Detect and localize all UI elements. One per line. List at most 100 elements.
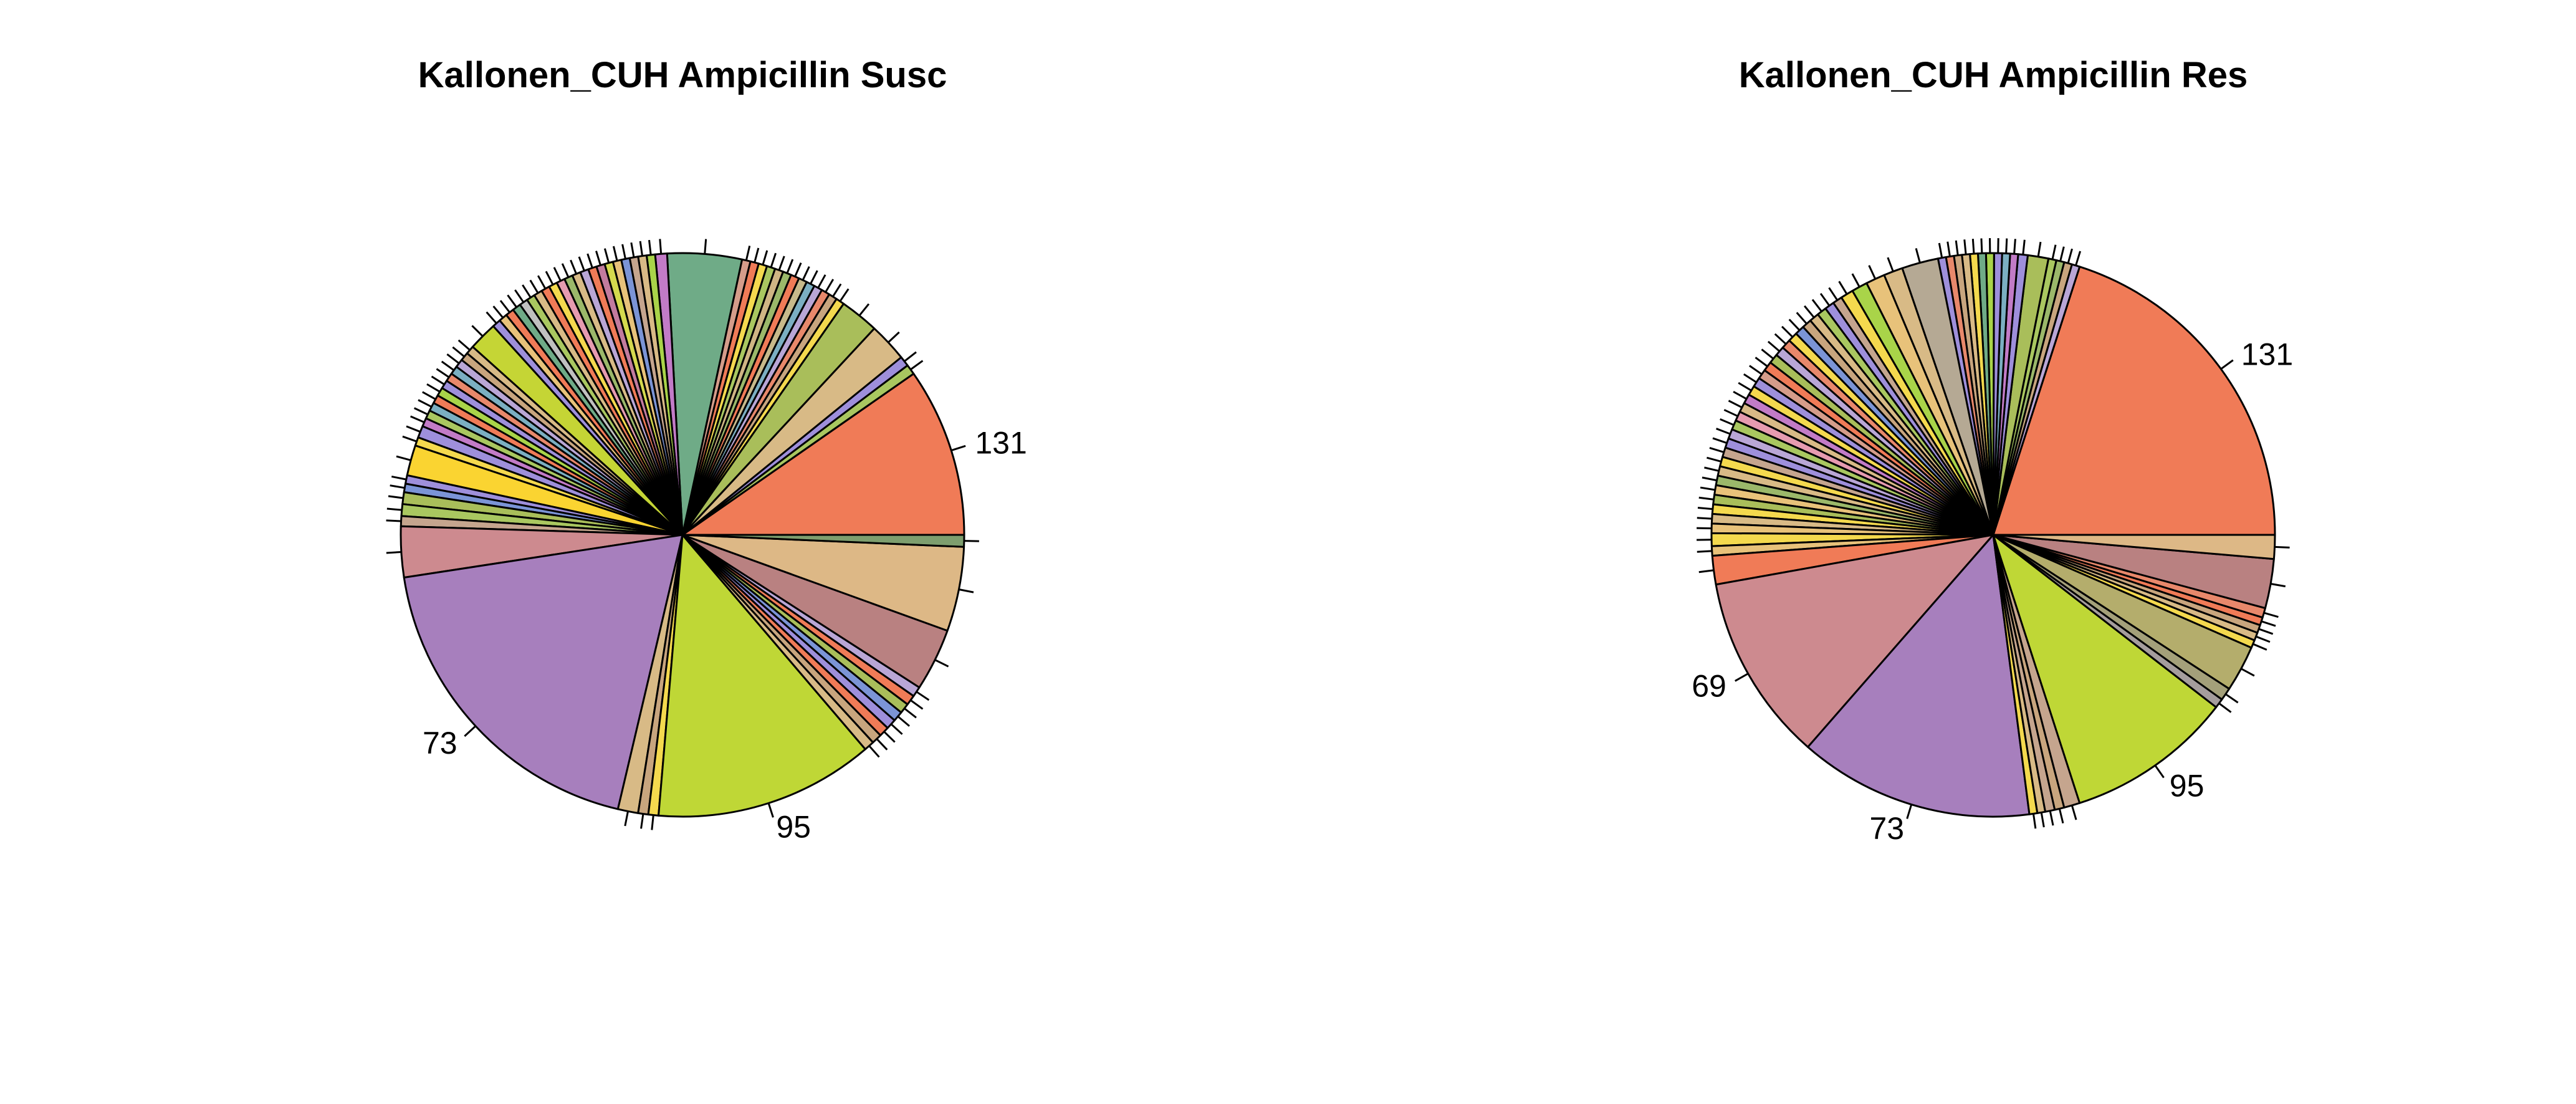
slice-tick [904,708,917,719]
slice-tick [810,270,818,285]
slice-tick [639,241,644,256]
slice-tick [561,263,570,278]
slice-tick [839,288,850,302]
slice-tick [422,391,436,400]
slice-tick [406,425,421,433]
slice-tick [890,723,903,735]
slice-tick [1828,287,1839,301]
slice-label: 95 [2170,769,2205,804]
slice-tick [2067,248,2073,264]
slice-tick [704,239,707,254]
slice-tick [745,246,751,261]
slice-tick [486,311,497,324]
slice-tick [537,275,547,289]
slice-tick [612,246,618,261]
slice-tick [2051,244,2057,260]
slice-tick [1735,673,1749,682]
slice-tick [1755,357,1768,367]
slice-tick [1700,486,1716,491]
slice-tick [386,507,402,511]
slice-tick [2224,693,2239,704]
slice-tick [514,289,525,303]
slice-tick [529,279,539,294]
slice-tick [934,659,949,668]
slice-tick [436,368,450,378]
slice-label: 73 [423,726,457,761]
slice-tick [832,283,842,297]
slice-tick [910,699,924,710]
slice-tick [1887,257,1894,272]
slice-tick [418,399,433,408]
slice-tick [1698,496,1714,501]
slice-tick [1811,299,1822,312]
slice-tick [770,252,777,268]
slice-tick [507,294,517,308]
pie-chart-res: 131 69 73 95 [1692,238,2293,846]
chart-title-susc: Kallonen_CUH Ampicillin Susc [418,55,947,95]
slice-tick [1707,456,1721,463]
slice-tick [446,353,460,365]
slice-tick [2218,703,2232,713]
slice-tick [786,259,794,274]
slice-tick [492,305,504,319]
pie-slice [1992,534,2218,804]
slice-tick [910,360,924,370]
slice-tick [1963,239,1967,255]
slice-tick [499,300,510,314]
slice-tick [1767,340,1781,352]
slice-tick [2022,239,2026,255]
slice-tick [1712,437,1728,444]
slice-tick [388,495,404,499]
slice-tick [410,415,425,423]
slice-tick [1697,550,1712,553]
slice-tick [624,811,629,827]
slice-tick [964,540,979,542]
slice-tick [553,267,562,282]
slice-tick [1733,390,1747,400]
chart-title-res: Kallonen_CUH Ampicillin Res [1739,55,2248,95]
slice-tick [794,262,802,277]
slice-tick [630,242,635,258]
slice-tick [391,475,407,481]
slice-label: 69 [1692,668,1726,703]
slice-tick [2075,251,2081,266]
slice-tick [1749,365,1763,375]
slice-tick [2071,805,2077,820]
slice-tick [578,256,585,271]
slice-tick [1868,265,1877,280]
slice-tick [621,244,626,259]
slice-tick [402,435,418,443]
slice-tick [2253,643,2267,651]
slice-tick [1774,333,1787,345]
slice-tick [587,253,593,269]
slice-tick [2040,812,2045,828]
slice-tick [802,266,810,281]
slice-tick [1720,418,1735,426]
slice-tick [659,239,663,254]
slice-tick [1709,447,1725,453]
slice-tick [452,346,465,358]
slice-tick [426,383,441,393]
slice-tick [2241,668,2255,677]
slice-tick [762,250,768,266]
slice-tick [1915,248,1921,263]
slice-tick [1906,804,1913,819]
slice-tick [640,814,644,829]
slice-tick [1938,242,1943,258]
slice-tick [1697,517,1712,520]
slice-tick [457,339,471,351]
slice-tick [2037,241,2042,257]
slice-tick [2258,628,2274,635]
pie-slice [403,534,684,810]
pie-slice [658,534,866,818]
slice-tick [2154,765,2165,779]
slice-label: 95 [776,809,811,844]
slice-tick [1697,506,1713,511]
slice-tick [876,738,888,751]
slice-tick [897,716,910,727]
pie-chart-susc: 131 73 95 [386,239,1027,844]
slice-tick [2013,239,2016,254]
slice-tick [570,259,577,274]
slice-tick [2220,359,2234,370]
